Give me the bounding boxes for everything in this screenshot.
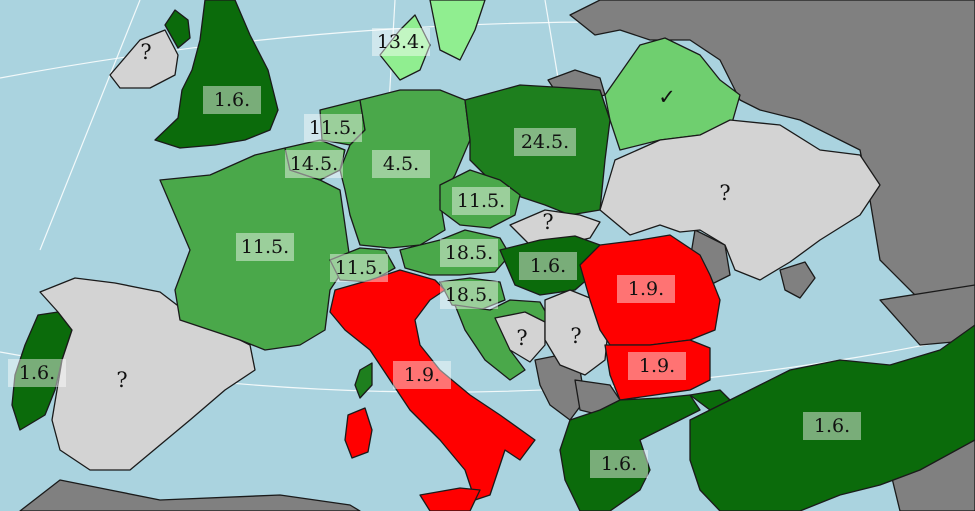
- country-turkey: [689, 324, 975, 511]
- country-sardinia: [344, 407, 373, 459]
- country-greece: [559, 394, 701, 511]
- label-bosnia: ?: [570, 324, 581, 348]
- label-turkey: 1.6.: [814, 415, 850, 437]
- country-belarus: [604, 37, 741, 151]
- country-ireland: [109, 29, 179, 89]
- label-slovenia: 18.5.: [445, 284, 493, 306]
- label-hungary: 1.6.: [530, 255, 566, 277]
- country-austria: [399, 229, 511, 276]
- country-labels: ? 1.6. 13.4. 11.5. 14.5. 4.5. 24.5. ✓ ? …: [8, 28, 861, 478]
- country-corsica: [354, 362, 373, 399]
- country-sicily: [419, 487, 481, 511]
- country-uk-ni: [164, 9, 191, 49]
- label-greece: 1.6.: [601, 453, 637, 475]
- label-portugal: 1.6.: [19, 362, 55, 384]
- country-serbia: [544, 289, 609, 376]
- country-slovenia: [439, 277, 506, 311]
- country-bosnia: [494, 311, 546, 363]
- country-uk: [154, 0, 279, 149]
- label-italy: 1.9.: [404, 364, 440, 386]
- country-romania: [579, 234, 721, 346]
- label-uk: 1.6.: [214, 89, 250, 111]
- label-denmark: 13.4.: [377, 31, 425, 53]
- country-bulgaria: [604, 339, 711, 401]
- label-poland: 24.5.: [521, 131, 569, 153]
- label-ireland: ?: [140, 40, 151, 64]
- label-czechia: 11.5.: [457, 190, 505, 212]
- label-romania: 1.9.: [628, 278, 664, 300]
- country-czechia: [439, 169, 521, 229]
- label-croatia: ?: [516, 326, 527, 350]
- country-ukraine: [599, 119, 881, 281]
- country-denmark: [379, 14, 431, 81]
- label-austria: 18.5.: [445, 242, 493, 264]
- label-ukraine: ?: [719, 181, 730, 205]
- label-france: 11.5.: [241, 236, 289, 258]
- label-slovakia: ?: [542, 210, 553, 234]
- country-turkey-thrace: [689, 389, 731, 411]
- country-italy: [329, 269, 536, 501]
- label-spain: ?: [116, 368, 127, 392]
- label-switzerland: 11.5.: [335, 257, 383, 279]
- label-germany: 4.5.: [383, 153, 419, 175]
- label-netherlands: 11.5.: [309, 117, 357, 139]
- country-switzerland: [329, 247, 396, 283]
- country-sweden-strip: [429, 0, 486, 61]
- label-belarus: ✓: [658, 85, 676, 109]
- label-belgium: 14.5.: [290, 153, 338, 175]
- label-bulgaria: 1.9.: [639, 355, 675, 377]
